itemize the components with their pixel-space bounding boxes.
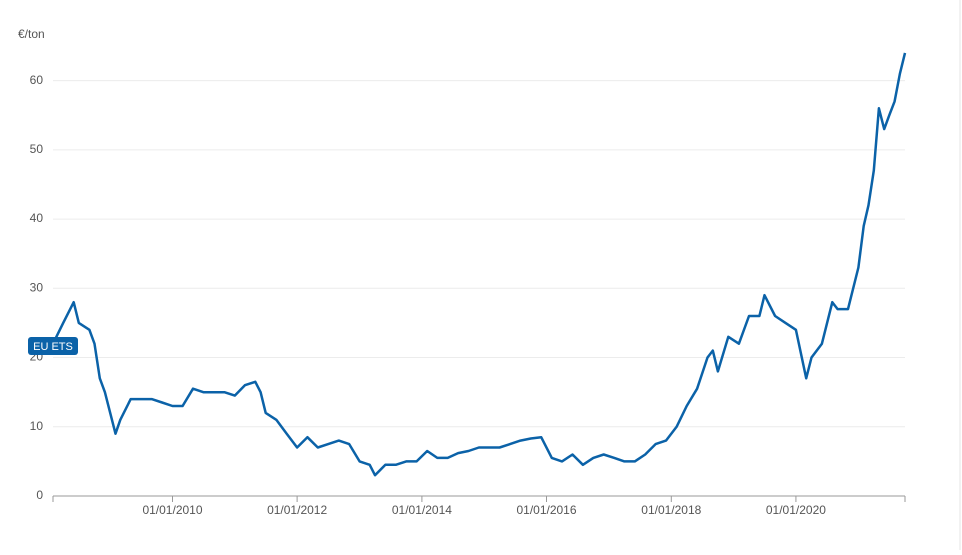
y-axis-label: €/ton bbox=[18, 27, 45, 41]
legend-label: EU ETS bbox=[33, 341, 73, 353]
x-tick-label: 01/01/2020 bbox=[766, 503, 826, 517]
y-tick-label: 60 bbox=[30, 73, 44, 87]
x-tick-label: 01/01/2010 bbox=[142, 503, 202, 517]
y-tick-label: 0 bbox=[36, 488, 43, 502]
y-tick-label: 40 bbox=[30, 211, 44, 225]
x-tick-label: 01/01/2016 bbox=[516, 503, 576, 517]
y-tick-label: 30 bbox=[30, 280, 44, 294]
x-tick-label: 01/01/2014 bbox=[392, 503, 452, 517]
series-line bbox=[51, 52, 907, 477]
y-tick-label: 10 bbox=[30, 419, 44, 433]
x-tick-label: 01/01/2012 bbox=[267, 503, 327, 517]
legend-tag bbox=[28, 337, 78, 355]
y-tick-label: 50 bbox=[30, 142, 44, 156]
x-tick-label: 01/01/2018 bbox=[641, 503, 701, 517]
